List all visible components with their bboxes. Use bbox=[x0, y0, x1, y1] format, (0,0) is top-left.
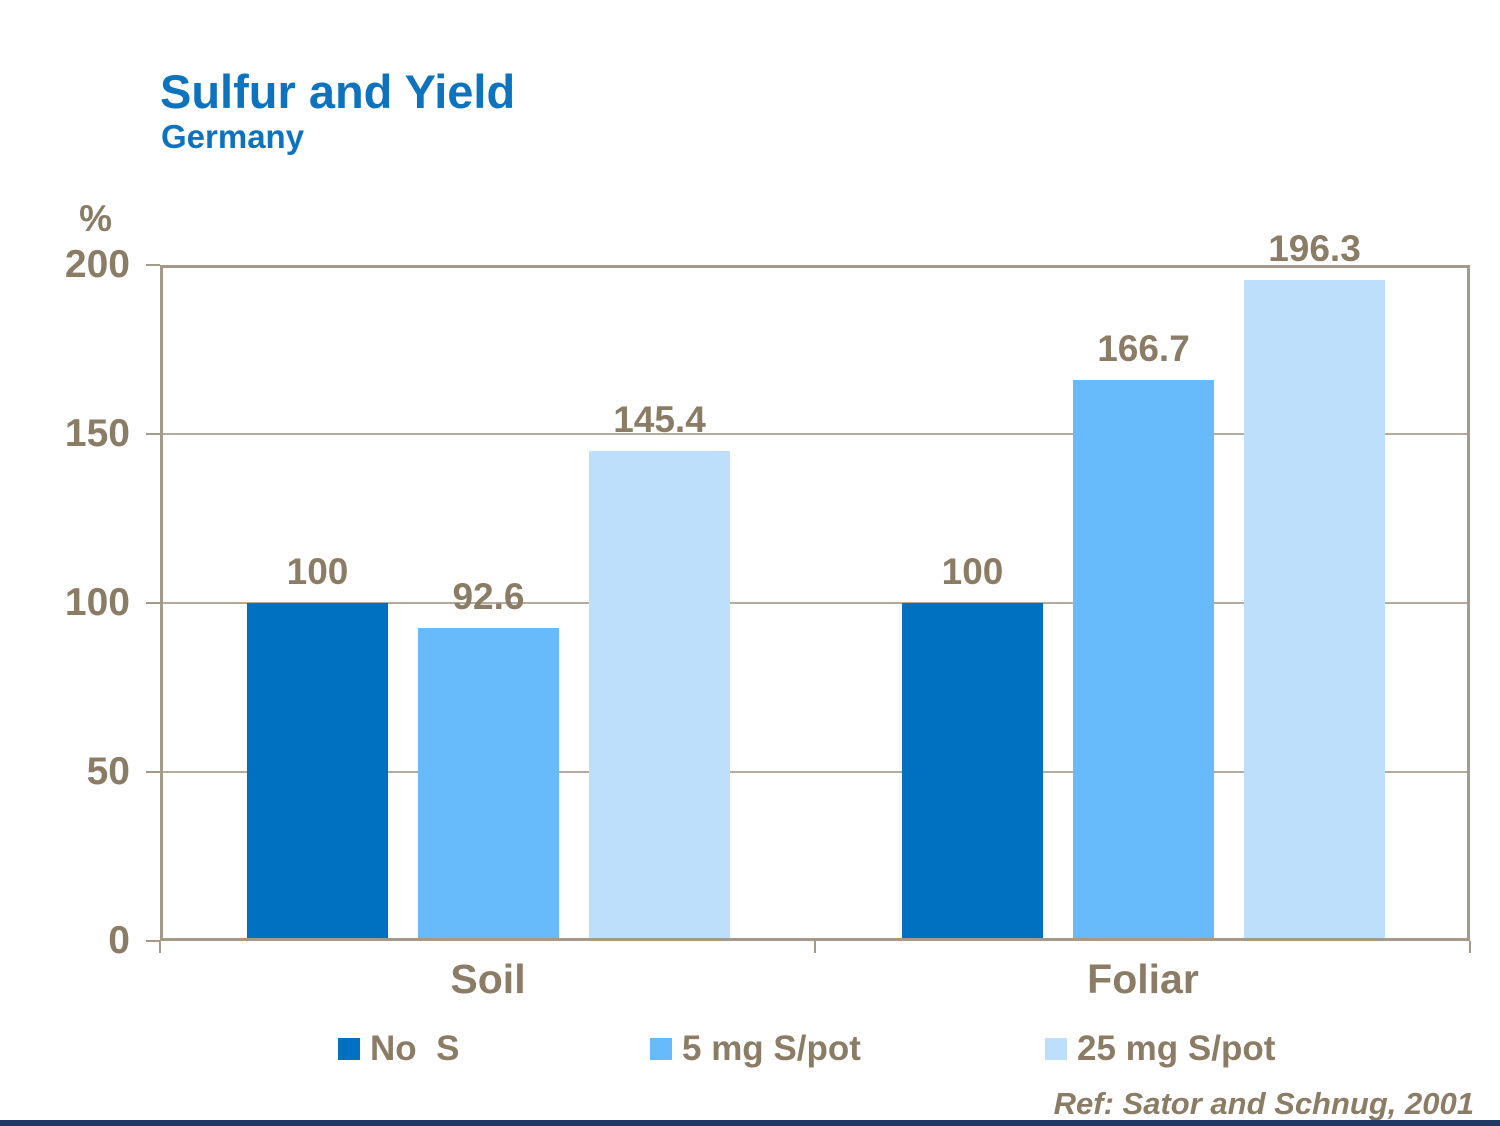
reference-text: Ref: Sator and Schnug, 2001 bbox=[1053, 1086, 1474, 1121]
gridline bbox=[163, 771, 1467, 773]
bar-value-label: 92.6 bbox=[452, 576, 525, 617]
bar bbox=[418, 628, 559, 938]
bottom-divider-rule bbox=[0, 1120, 1500, 1126]
bar bbox=[1073, 380, 1214, 938]
y-axis-tick bbox=[146, 602, 160, 604]
y-tick-label: 100 bbox=[64, 581, 130, 624]
y-axis-tick bbox=[146, 433, 160, 435]
bar-value-label: 100 bbox=[941, 551, 1004, 592]
y-tick-label: 0 bbox=[108, 919, 130, 962]
x-axis-tick bbox=[814, 941, 816, 953]
bar bbox=[589, 451, 730, 938]
bar-value-label: 145.4 bbox=[613, 399, 706, 440]
bar-value-label: 166.7 bbox=[1097, 328, 1190, 369]
page-subtitle: Germany bbox=[161, 118, 305, 155]
bar bbox=[247, 603, 388, 938]
legend-item: 25 mg S/pot bbox=[1045, 1029, 1275, 1069]
bar bbox=[1244, 280, 1385, 938]
legend-marker-icon bbox=[650, 1038, 672, 1060]
plot-area-frame bbox=[160, 265, 1470, 941]
gridline bbox=[163, 602, 1467, 604]
category-label: Soil bbox=[450, 956, 526, 1002]
bar-value-label: 100 bbox=[286, 551, 349, 592]
gridline bbox=[163, 433, 1467, 435]
legend-marker-icon bbox=[1045, 1038, 1067, 1060]
y-tick-label: 150 bbox=[64, 412, 130, 455]
x-axis-tick bbox=[1469, 941, 1471, 953]
category-label: Foliar bbox=[1087, 956, 1199, 1002]
y-axis-unit-label: % bbox=[79, 198, 112, 239]
legend-marker-icon bbox=[338, 1038, 360, 1060]
y-tick-label: 200 bbox=[64, 243, 130, 286]
legend-item: No S bbox=[338, 1029, 459, 1069]
legend-label: 25 mg S/pot bbox=[1077, 1029, 1276, 1068]
x-axis-tick bbox=[159, 941, 161, 953]
y-axis-tick bbox=[146, 264, 160, 266]
y-axis-tick bbox=[146, 940, 160, 942]
y-axis-tick bbox=[146, 771, 160, 773]
legend-item: 5 mg S/pot bbox=[650, 1029, 861, 1069]
page-title: Sulfur and Yield bbox=[160, 65, 516, 118]
bar bbox=[902, 603, 1043, 938]
legend-label: No S bbox=[370, 1029, 460, 1068]
y-tick-label: 50 bbox=[86, 750, 130, 793]
legend-label: 5 mg S/pot bbox=[682, 1029, 861, 1068]
bar-value-label: 196.3 bbox=[1268, 228, 1361, 269]
